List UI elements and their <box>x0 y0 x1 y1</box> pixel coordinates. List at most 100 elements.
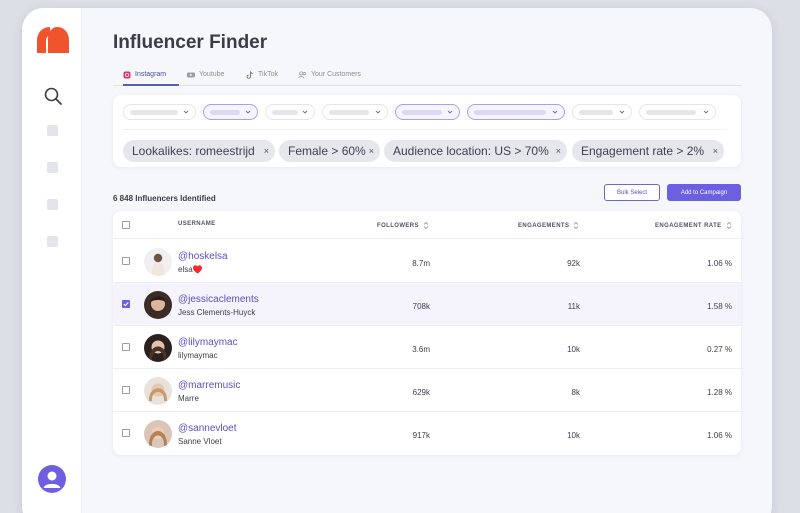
col-followers-label: FOLLOWERS <box>377 223 419 230</box>
table-row[interactable]: @lilymaymac lilymaymac 3.6m 10k 0.27 % <box>113 326 741 369</box>
tab-tiktok[interactable]: TikTok <box>246 69 278 86</box>
row-engagement-rate: 1.06 % <box>707 431 732 440</box>
filter-chip-female: Female > 60% × <box>279 140 380 162</box>
filter-dropdown-active[interactable] <box>467 104 565 120</box>
row-checkbox[interactable] <box>122 343 130 351</box>
users-icon <box>298 71 306 79</box>
nav-item-placeholder-icon[interactable] <box>47 162 58 173</box>
profile-avatar <box>144 334 172 362</box>
chevron-down-icon <box>703 110 709 114</box>
tab-instagram[interactable]: Instagram <box>123 69 179 86</box>
row-username[interactable]: @lilymaymac <box>178 337 238 348</box>
nav-item-placeholder-icon[interactable] <box>47 125 58 136</box>
filter-chip-lookalikes: Lookalikes: romeestrijd × <box>123 140 275 162</box>
row-engagement-rate: 1.28 % <box>707 388 732 397</box>
filter-dropdown[interactable] <box>572 104 632 120</box>
chip-label: Lookalikes: romeestrijd <box>132 144 255 158</box>
col-engagement-rate-sort[interactable]: ENGAGEMENT RATE <box>655 221 732 230</box>
tab-label: Your Customers <box>311 71 361 78</box>
filter-dropdown-active[interactable] <box>395 104 460 120</box>
row-followers: 3.6m <box>412 345 430 354</box>
row-engagements: 11k <box>567 302 580 311</box>
chip-remove-icon[interactable]: × <box>263 146 269 156</box>
filter-dropdown[interactable] <box>123 104 196 120</box>
sort-icon <box>423 221 429 230</box>
chip-remove-icon[interactable]: × <box>712 146 718 156</box>
row-checkbox[interactable] <box>122 429 130 437</box>
row-engagements: 10k <box>567 345 580 354</box>
brand-logo-icon <box>37 27 69 53</box>
sidebar <box>22 8 82 513</box>
tab-your-customers[interactable]: Your Customers <box>298 69 361 86</box>
select-all-checkbox[interactable] <box>122 221 130 229</box>
bulk-select-button[interactable]: Bulk Select <box>604 184 660 201</box>
user-avatar-button[interactable] <box>38 465 66 493</box>
chevron-down-icon <box>552 110 558 114</box>
row-followers: 917k <box>412 431 430 440</box>
row-display-name: Sanne Vloet <box>178 437 222 446</box>
chevron-down-icon <box>619 110 625 114</box>
chip-label: Female > 60% <box>288 144 366 158</box>
filter-dropdown-active[interactable] <box>203 104 258 120</box>
col-engagements-label: ENGAGEMENTS <box>518 223 570 230</box>
col-engagement-rate-label: ENGAGEMENT RATE <box>655 223 722 230</box>
table-row[interactable]: @hoskelsa elsa♥️ 8.7m 92k 1.06 % <box>113 240 741 283</box>
table-row[interactable]: @marremusic Marre 629k 8k 1.28 % <box>113 369 741 412</box>
sort-icon <box>726 221 731 230</box>
app-window: Influencer Finder Instagram Youtube <box>22 8 772 513</box>
row-username[interactable]: @hoskelsa <box>178 251 228 262</box>
chevron-down-icon <box>375 110 381 114</box>
user-icon <box>43 471 61 488</box>
row-checkbox-checked[interactable] <box>122 300 130 308</box>
table-row[interactable]: @sannevloet Sanne Vloet 917k 10k 1.06 % <box>113 412 741 455</box>
chip-remove-icon[interactable]: × <box>555 146 561 156</box>
filter-placeholder-bar <box>474 110 546 115</box>
youtube-icon <box>187 72 195 78</box>
chip-remove-icon[interactable]: × <box>368 146 374 156</box>
profile-avatar <box>144 248 172 276</box>
page-title: Influencer Finder <box>113 32 268 53</box>
filter-placeholder-bar <box>402 110 442 115</box>
row-engagements: 10k <box>567 431 580 440</box>
row-display-name: Marre <box>178 394 199 403</box>
profile-avatar <box>144 291 172 319</box>
row-username[interactable]: @sannevloet <box>178 423 237 434</box>
col-username: USERNAME <box>178 221 216 227</box>
row-engagements: 92k <box>567 259 580 268</box>
tab-label: TikTok <box>258 71 278 78</box>
row-display-name: elsa♥️ <box>178 265 203 274</box>
table-header: USERNAME FOLLOWERS ENGAGEMENTS ENGAGEMEN… <box>113 211 741 239</box>
col-engagements-sort[interactable]: ENGAGEMENTS <box>518 221 579 230</box>
col-followers-sort[interactable]: FOLLOWERS <box>377 221 429 230</box>
filter-dropdown[interactable] <box>265 104 315 120</box>
row-followers: 708k <box>412 302 430 311</box>
row-followers: 629k <box>412 388 430 397</box>
tiktok-icon <box>246 71 253 79</box>
filter-placeholder-bar <box>646 110 696 115</box>
filter-dropdown[interactable] <box>322 104 388 120</box>
nav-item-placeholder-icon[interactable] <box>47 236 58 247</box>
table-row-selected[interactable]: @jessicaclements Jess Clements-Huyck 708… <box>113 283 741 326</box>
tab-youtube[interactable]: Youtube <box>187 69 224 86</box>
instagram-icon <box>123 71 131 79</box>
chip-label: Audience location: US > 70% <box>393 144 549 158</box>
chevron-down-icon <box>183 110 189 114</box>
profile-avatar <box>144 420 172 448</box>
profile-avatar <box>144 377 172 405</box>
search-icon[interactable] <box>43 86 63 106</box>
add-to-campaign-button[interactable]: Add to Campaign <box>667 184 741 201</box>
row-checkbox[interactable] <box>122 257 130 265</box>
row-engagements: 8k <box>571 388 580 397</box>
nav-item-placeholder-icon[interactable] <box>47 199 58 210</box>
chevron-down-icon <box>447 110 453 114</box>
row-username[interactable]: @marremusic <box>178 380 241 391</box>
check-icon <box>123 302 129 307</box>
row-display-name: Jess Clements-Huyck <box>178 308 256 317</box>
chevron-down-icon <box>302 110 308 114</box>
chevron-down-icon <box>245 110 251 114</box>
row-checkbox[interactable] <box>122 386 130 394</box>
row-engagement-rate: 1.58 % <box>707 302 732 311</box>
row-username[interactable]: @jessicaclements <box>178 294 259 305</box>
filters-divider <box>123 129 727 130</box>
filter-dropdown[interactable] <box>639 104 716 120</box>
